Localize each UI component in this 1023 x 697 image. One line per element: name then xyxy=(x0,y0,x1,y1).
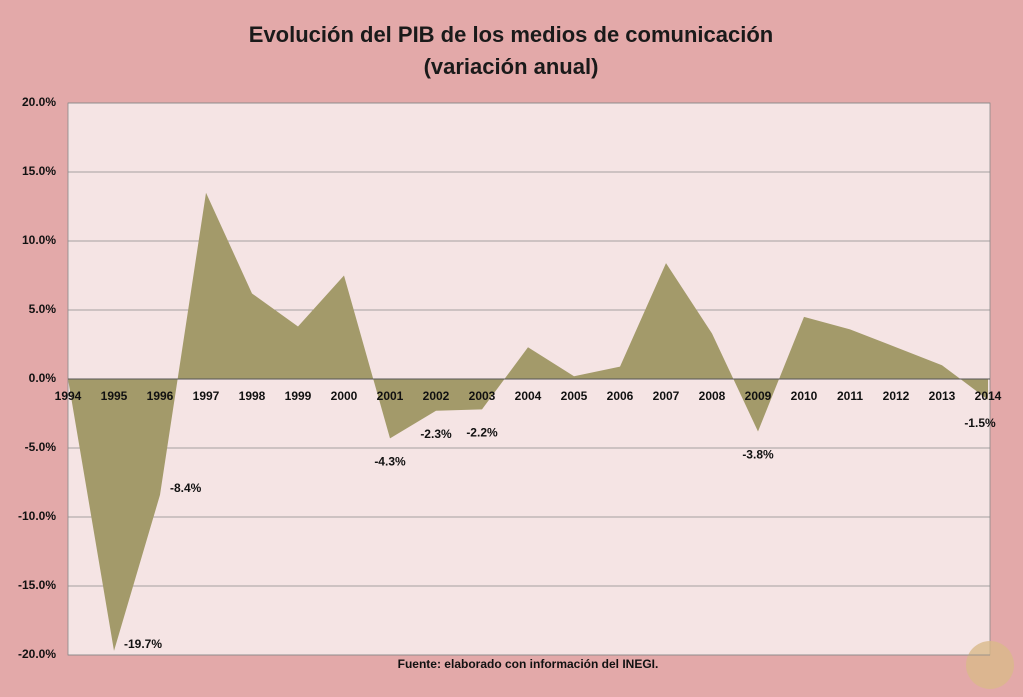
source-note: Fuente: elaborado con información del IN… xyxy=(398,657,659,671)
data-label: -2.2% xyxy=(466,426,498,440)
data-label: -8.4% xyxy=(170,481,202,495)
x-tick-label: 2014 xyxy=(975,389,1002,403)
data-label: -4.3% xyxy=(374,455,406,469)
x-tick-label: 2001 xyxy=(377,389,404,403)
y-tick-label: 5.0% xyxy=(29,302,57,316)
y-tick-label: 15.0% xyxy=(22,164,56,178)
x-tick-label: 1994 xyxy=(55,389,82,403)
x-tick-label: 1995 xyxy=(101,389,128,403)
x-tick-label: 2006 xyxy=(607,389,634,403)
y-tick-label: 20.0% xyxy=(22,95,56,109)
x-tick-label: 1996 xyxy=(147,389,174,403)
x-tick-label: 2010 xyxy=(791,389,818,403)
y-tick-label: 10.0% xyxy=(22,233,56,247)
x-tick-label: 1999 xyxy=(285,389,312,403)
chart-title: Evolución del PIB de los medios de comun… xyxy=(249,22,773,47)
data-label: -2.3% xyxy=(420,427,452,441)
x-tick-label: 1997 xyxy=(193,389,220,403)
data-label: -3.8% xyxy=(742,448,774,462)
x-tick-label: 2007 xyxy=(653,389,680,403)
y-tick-label: -5.0% xyxy=(25,440,57,454)
data-label: -19.7% xyxy=(124,637,162,651)
x-tick-label: 2000 xyxy=(331,389,358,403)
logo xyxy=(966,641,1014,689)
x-tick-label: 2003 xyxy=(469,389,496,403)
x-tick-label: 2009 xyxy=(745,389,772,403)
x-tick-label: 2012 xyxy=(883,389,910,403)
y-tick-label: 0.0% xyxy=(29,371,57,385)
x-tick-label: 2002 xyxy=(423,389,450,403)
y-tick-label: -20.0% xyxy=(18,647,56,661)
x-tick-label: 1998 xyxy=(239,389,266,403)
x-tick-label: 2011 xyxy=(837,389,863,403)
data-label: -1.5% xyxy=(964,416,996,430)
x-tick-label: 2013 xyxy=(929,389,956,403)
y-tick-label: -10.0% xyxy=(18,509,56,523)
x-tick-label: 2008 xyxy=(699,389,726,403)
y-tick-label: -15.0% xyxy=(18,578,56,592)
chart-subtitle: (variación anual) xyxy=(424,54,599,79)
x-tick-label: 2004 xyxy=(515,389,542,403)
x-tick-label: 2005 xyxy=(561,389,588,403)
